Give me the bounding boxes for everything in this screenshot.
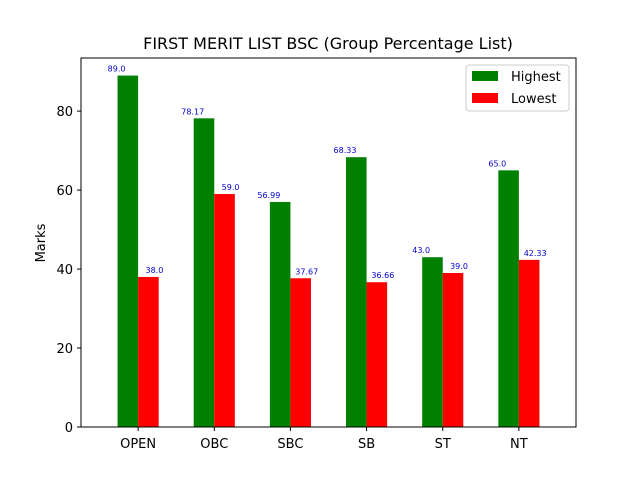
bar-lowest-nt	[518, 259, 540, 427]
legend: Highest Lowest	[465, 64, 570, 112]
data-label-highest-obc: 78.17	[181, 107, 204, 116]
data-label-highest-sbc: 56.99	[257, 191, 280, 200]
bar-highest-st	[422, 257, 443, 427]
data-label-highest-open: 89.0	[108, 65, 126, 74]
x-tick-label-sbc: SBC	[277, 437, 303, 452]
x-tick-label-nt: NT	[510, 437, 528, 452]
x-tick-label-open: OPEN	[120, 437, 156, 452]
legend-label-highest: Highest	[511, 70, 561, 85]
chart-title: FIRST MERIT LIST BSC (Group Percentage L…	[143, 34, 513, 53]
x-tick-label-obc: OBC	[200, 437, 228, 452]
data-label-lowest-open: 38.0	[145, 266, 163, 275]
data-label-lowest-sb: 36.66	[371, 271, 394, 280]
legend-swatch-highest	[472, 71, 498, 81]
legend-label-lowest: Lowest	[511, 92, 556, 107]
data-label-highest-st: 43.0	[412, 246, 430, 255]
data-label-highest-nt: 65.0	[488, 159, 506, 168]
x-tick-label-st: ST	[435, 437, 451, 452]
y-tick-label: 60	[56, 184, 73, 199]
plot-area: 89.0 78.17 56.99 68.33 43.0 65.0 38.0 59.0 37.67…	[56, 57, 577, 452]
x-tick-label-sb: SB	[358, 437, 375, 452]
bar-highest-sb	[346, 157, 367, 427]
legend-swatch-lowest	[472, 93, 498, 103]
bar-highest-nt	[498, 170, 519, 427]
bar-highest-obc	[193, 118, 215, 428]
axes-frame	[80, 57, 577, 428]
y-axis-label: Marks	[34, 223, 49, 262]
y-tick-label: 80	[56, 105, 73, 120]
data-label-lowest-sbc: 37.67	[295, 267, 318, 276]
bar-lowest-sb	[366, 282, 388, 427]
bar-lowest-sbc	[290, 278, 311, 427]
bar-lowest-obc	[214, 194, 235, 427]
bar-lowest-st	[442, 273, 464, 427]
data-label-lowest-st: 39.0	[450, 262, 468, 271]
bar-lowest-open	[138, 276, 159, 427]
y-tick-label: 0	[65, 421, 73, 436]
data-label-lowest-nt: 42.33	[524, 249, 547, 258]
data-label-highest-sb: 68.33	[334, 146, 357, 155]
y-tick-label: 20	[56, 342, 73, 357]
bar-highest-sbc	[269, 201, 291, 427]
y-tick-label: 40	[56, 263, 73, 278]
data-label-lowest-obc: 59.0	[222, 183, 240, 192]
bar-highest-open	[117, 75, 139, 428]
